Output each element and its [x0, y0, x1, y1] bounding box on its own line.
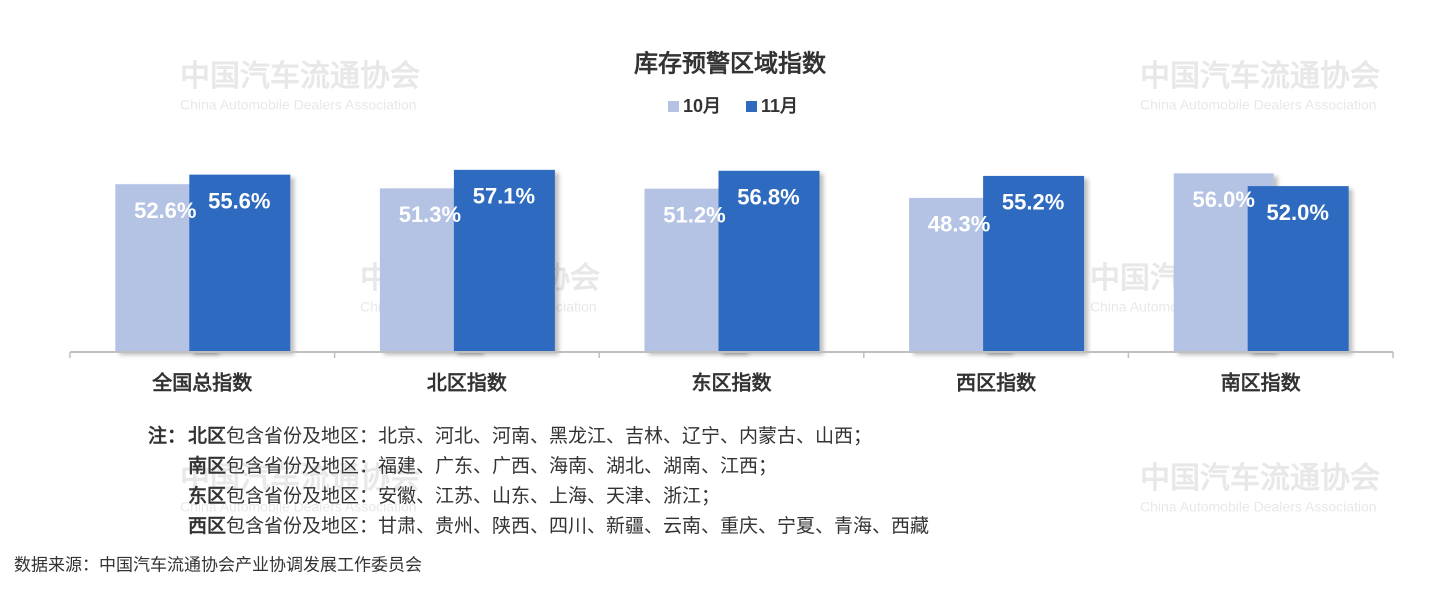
value-label: 51.3%: [399, 202, 461, 227]
note-text: 包含省份及地区：福建、广东、广西、海南、湖北、湖南、江西；: [226, 455, 777, 477]
watermark-name: 中国汽车流通协会: [180, 461, 420, 495]
note: 西区包含省份及地区：甘肃、贵州、陕西、四川、新疆、云南、重庆、宁夏、青海、西藏: [188, 515, 929, 537]
value-label: 48.3%: [928, 212, 990, 237]
bar: [189, 174, 291, 352]
note-text: 包含省份及地区：安徽、江苏、山东、上海、天津、浙江；: [226, 485, 720, 507]
note-text: 包含省份及地区：北京、河北、河南、黑龙江、吉林、辽宁、内蒙古、山西；: [226, 425, 872, 447]
value-label: 56.0%: [1193, 187, 1255, 212]
bar: [453, 169, 555, 352]
note: 东区包含省份及地区：安徽、江苏、山东、上海、天津、浙江；: [188, 484, 720, 507]
watermark-name: 中国汽车流通协会: [1140, 461, 1380, 495]
watermark-name-en: China Automobile Dealers Association: [1140, 97, 1377, 113]
legend-label: 10月: [683, 96, 721, 116]
source: 数据来源：中国汽车流通协会产业协调发展工作委员会: [14, 555, 422, 574]
note: 南区包含省份及地区：福建、广东、广西、海南、湖北、湖南、江西；: [188, 455, 777, 477]
value-label: 52.6%: [134, 198, 196, 223]
note-region: 东区: [188, 484, 226, 507]
note-prefix: 注：: [148, 424, 186, 447]
note-text: 包含省份及地区：甘肃、贵州、陕西、四川、新疆、云南、重庆、宁夏、青海、西藏: [226, 515, 929, 537]
x-tick-label: 全国总指数: [151, 370, 253, 394]
bar: [983, 175, 1085, 352]
bar: [1247, 186, 1349, 352]
value-label: 56.8%: [737, 185, 799, 210]
watermark-name-en: China Automobile Dealers Association: [1140, 499, 1377, 515]
note-region: 北区: [188, 425, 226, 447]
x-tick-label: 北区指数: [427, 370, 508, 394]
value-label: 55.6%: [208, 188, 270, 213]
x-tick-label: 东区指数: [692, 370, 773, 394]
x-tick-label: 西区指数: [956, 370, 1037, 394]
legend-label: 11月: [761, 96, 798, 116]
legend-swatch: [746, 101, 757, 112]
value-label: 52.0%: [1267, 200, 1329, 225]
watermark-name-en: China Automobile Dealers Association: [180, 499, 417, 515]
value-label: 55.2%: [1002, 190, 1064, 215]
value-label: 57.1%: [473, 184, 535, 209]
bar: [718, 170, 820, 352]
chart-title: 库存预警区域指数: [634, 50, 827, 77]
note-region: 南区: [188, 455, 226, 477]
note-region: 西区: [188, 516, 226, 537]
watermark-name: 中国汽车流通协会: [180, 59, 420, 93]
watermark-name-en: China Automobile Dealers Association: [180, 97, 417, 113]
legend-swatch: [668, 101, 679, 112]
watermark-name: 中国汽车流通协会: [1140, 59, 1380, 93]
note: 北区包含省份及地区：北京、河北、河南、黑龙江、吉林、辽宁、内蒙古、山西；: [188, 425, 872, 447]
value-label: 51.2%: [663, 202, 725, 227]
x-tick-label: 南区指数: [1221, 370, 1302, 394]
